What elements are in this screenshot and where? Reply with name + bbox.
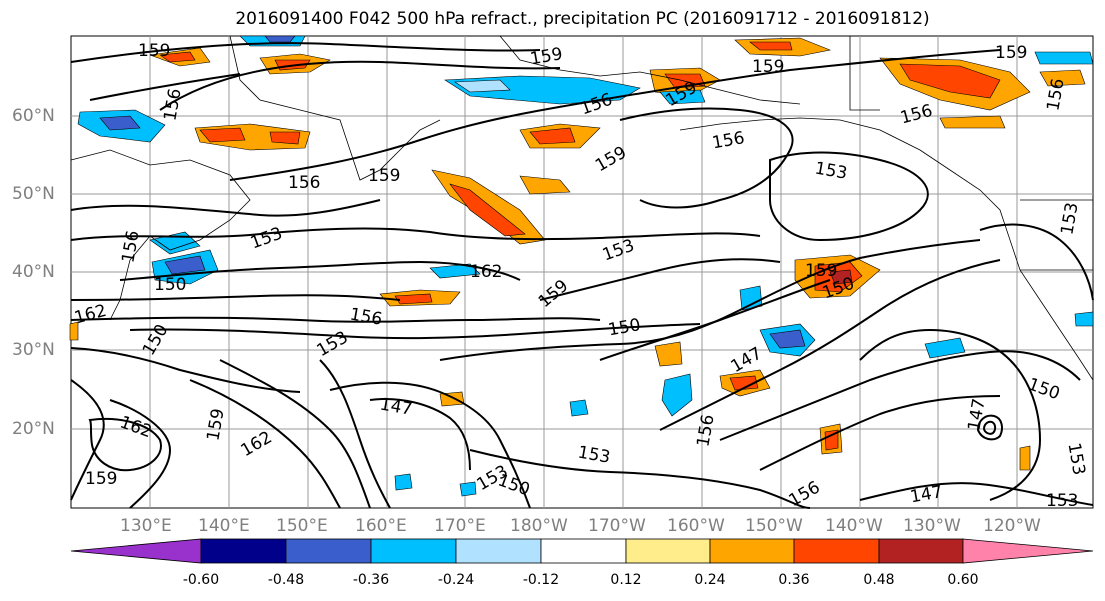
lat-label: 20°N xyxy=(12,419,55,439)
colorbar-tick-label: -0.12 xyxy=(522,572,560,588)
contour-label: 159 xyxy=(368,166,400,186)
colorbar-segment xyxy=(709,538,795,564)
lon-label: 140°W xyxy=(825,516,883,536)
colorbar-extend-high xyxy=(962,538,1094,564)
contours xyxy=(70,42,1094,509)
contour-label: 153 xyxy=(1046,491,1078,511)
lon-label: 170°E xyxy=(434,516,486,536)
contour-label: 159 xyxy=(805,261,837,281)
colorbar-tick-label: -0.60 xyxy=(182,572,220,588)
lon-label: 160°E xyxy=(355,516,407,536)
colorbar-segment xyxy=(878,538,964,564)
lat-label: 30°N xyxy=(12,340,55,360)
contour-label: 150 xyxy=(154,275,186,295)
colorbar-segment xyxy=(625,538,711,564)
colorbar-segment xyxy=(200,538,287,564)
lat-label: 50°N xyxy=(12,184,55,204)
colorbar-tick-label: 0.24 xyxy=(694,572,726,588)
lon-label: 130°E xyxy=(120,516,172,536)
colorbar-segment xyxy=(793,538,880,564)
graticule xyxy=(71,36,1093,508)
colorbar-tick-label: 0.60 xyxy=(947,572,979,588)
colorbar xyxy=(70,538,1094,564)
colorbar-tick-label: -0.48 xyxy=(267,572,305,588)
colorbar-segment xyxy=(370,538,457,564)
colorbar-tick-label: 0.36 xyxy=(778,572,810,588)
colorbar-segment xyxy=(540,538,627,564)
lon-label: 160°W xyxy=(667,516,725,536)
contour-label: 159 xyxy=(138,41,170,61)
colorbar-segment xyxy=(285,538,372,564)
colorbar-tick-label: 0.12 xyxy=(610,572,642,588)
lon-label: 170°W xyxy=(588,516,646,536)
chart-title: 2016091400 F042 500 hPa refract., precip… xyxy=(235,9,930,29)
contour-label: 156 xyxy=(288,173,320,193)
contour-label: 162 xyxy=(470,262,502,282)
colorbar-extend-low xyxy=(70,538,202,564)
contour-label: 159 xyxy=(995,43,1027,63)
lon-label: 130°W xyxy=(903,516,961,536)
colorbar-segment xyxy=(455,538,542,564)
lon-label: 120°W xyxy=(983,516,1041,536)
lon-label: 180°W xyxy=(510,516,568,536)
colorbar-tick-label: -0.36 xyxy=(352,572,390,588)
lat-label: 60°N xyxy=(12,106,55,126)
contour-label: 159 xyxy=(85,469,117,489)
lon-label: 150°E xyxy=(276,516,328,536)
precip-shading xyxy=(69,35,1094,497)
colorbar-tick-label: 0.48 xyxy=(863,572,895,588)
lat-label: 40°N xyxy=(12,262,55,282)
lon-label: 150°W xyxy=(745,516,803,536)
colorbar-tick-label: -0.24 xyxy=(437,572,475,588)
contour-label: 159 xyxy=(752,57,784,77)
lon-label: 140°E xyxy=(198,516,250,536)
